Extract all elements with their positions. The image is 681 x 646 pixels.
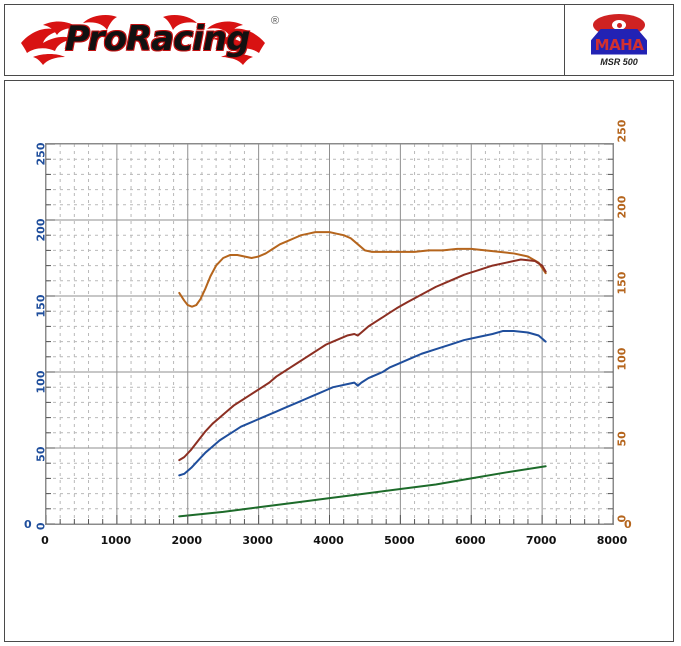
y-axis-right-tick: 250 (615, 119, 629, 143)
x-axis-tick: 7000 (525, 534, 557, 547)
series-wheel-power-blue (178, 329, 547, 477)
x-axis-tick: 2000 (171, 534, 203, 547)
x-axis-tick: 4000 (313, 534, 344, 547)
series-power-darkred (178, 258, 547, 462)
header-bar: ProRacing ® MAHA MSR 500 (4, 4, 674, 76)
x-axis-origin-marker: 0 (24, 518, 32, 531)
dyno-plot-area (45, 143, 614, 525)
y-axis-left-tick: 100 (34, 370, 48, 394)
device-model-label: MSR 500 (600, 56, 638, 67)
series-losses-green (178, 465, 547, 518)
maha-wordmark-shape: MAHA (591, 28, 647, 55)
x-axis-tick: 6000 (454, 534, 486, 547)
x-axis-tick: 0 (41, 534, 49, 547)
x-axis-tick: 8000 (596, 534, 628, 547)
y-axis-left-tick: 150 (34, 294, 48, 318)
proracing-logo: ProRacing ® (13, 11, 293, 69)
maha-device-area: MAHA MSR 500 (564, 5, 673, 75)
x-axis-tick: 5000 (384, 534, 415, 547)
registered-trademark-icon: ® (271, 15, 280, 27)
y-axis-left-tick: 50 (34, 446, 48, 462)
x-axis-right-origin-marker: 0 (624, 518, 632, 531)
chart-panel: 0 50 100 150 200 250 0 50 100 150 200 250 0 1000 2000 3… (4, 80, 674, 642)
maha-wordmark-text: MAHA (594, 35, 644, 54)
series-torque-orange (178, 231, 547, 308)
y-axis-right-tick: 100 (615, 347, 629, 371)
x-axis-tick: 1000 (100, 534, 132, 547)
y-axis-left-tick: 250 (34, 142, 48, 166)
x-axis-tick: 3000 (242, 534, 273, 547)
y-axis-right-tick: 50 (615, 431, 629, 447)
dyno-chart (46, 144, 613, 524)
y-axis-right-tick: 150 (615, 271, 629, 295)
proracing-wordmark: ProRacing (65, 19, 250, 59)
y-axis-left-tick: 200 (34, 218, 48, 242)
y-axis-right-tick: 200 (615, 195, 629, 219)
maha-logo: MAHA (587, 13, 651, 56)
flame-graphic-icon (21, 15, 265, 65)
header-brand-area: ProRacing ® (5, 5, 564, 75)
